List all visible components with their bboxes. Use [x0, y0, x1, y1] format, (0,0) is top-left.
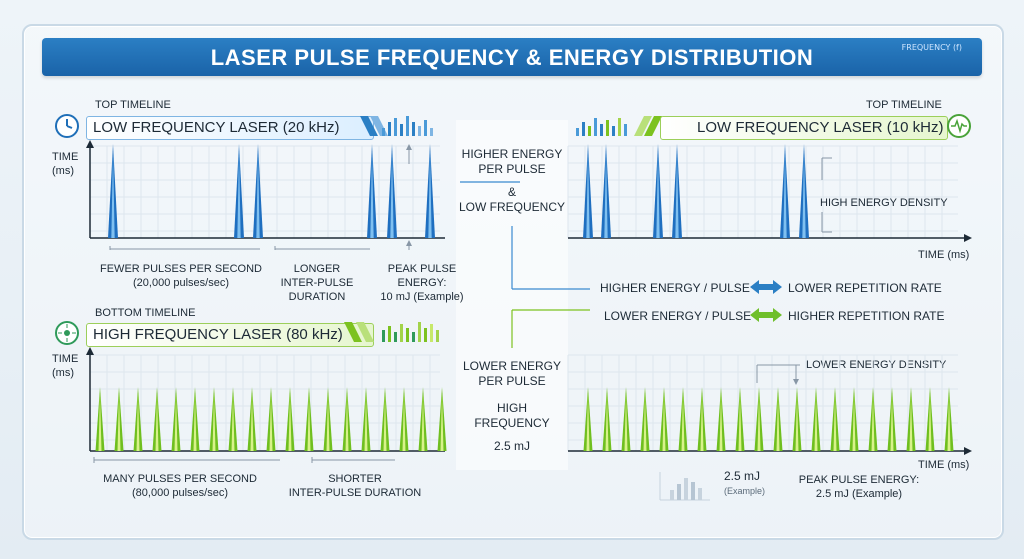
bottom-right-peak-annotation: PEAK PULSE ENERGY: 2.5 mJ (Example) — [798, 474, 920, 500]
top-left-banner: LOW FREQUENCY LASER (20 kHz) — [86, 116, 374, 140]
legend-higher-rate: HIGHER REPETITION RATE — [788, 309, 945, 323]
frequency-tag: FREQUENCY (f) — [901, 43, 962, 52]
legend-lower-energy: LOWER ENERGY / PULSE — [604, 309, 752, 323]
center-column — [456, 120, 568, 470]
top-right-signal-bars — [576, 116, 662, 136]
top-right-banner: LOW FREQUENCY LASER (10 kHz) — [660, 116, 948, 140]
top-right-density-label: HIGH ENERGY DENSITY — [820, 197, 948, 209]
mini-example: (Example) — [724, 486, 766, 496]
top-left-section-label: TOP TIMELINE — [95, 99, 171, 111]
top-left-signal-bars — [360, 116, 433, 136]
wave-icon — [946, 113, 972, 144]
top-left-y-label: TIME (ms) — [52, 151, 79, 177]
top-right-pulse-chart — [567, 144, 972, 242]
bottom-left-pulse-chart — [86, 347, 447, 463]
top-left-peak-annotation: PEAK PULSE ENERGY: 10 mJ (Example) — [380, 263, 464, 303]
bottom-left-y-label: TIME (ms) — [52, 353, 79, 379]
bottom-left-many-annotation: MANY PULSES PER SECOND (80,000 pulses/se… — [103, 473, 257, 499]
clock-icon — [54, 113, 80, 144]
legend-higher-energy: HIGHER ENERGY / PULSE — [600, 281, 750, 295]
center-top-text: HIGHER ENERGY PER PULSE & LOW FREQUENCY — [458, 147, 565, 214]
page-title: LASER PULSE FREQUENCY & ENERGY DISTRIBUT… — [210, 45, 814, 70]
top-left-longer-annotation: LONGER INTER-PULSE DURATION — [280, 263, 354, 303]
bottom-left-shorter-annotation: SHORTER INTER-PULSE DURATION — [288, 473, 422, 499]
legend-lower-rate: LOWER REPETITION RATE — [788, 281, 942, 295]
bottom-right-x-label: TIME (ms) — [918, 459, 970, 471]
connector-lines — [460, 181, 590, 348]
top-right-x-label: TIME (ms) — [918, 249, 970, 261]
bottom-right-density-label: LOWER ENERGY DENSITY — [806, 359, 947, 371]
mini-value: 2.5 mJ — [724, 469, 761, 483]
center-bottom-text: LOWER ENERGY PER PULSE HIGH FREQUENCY 2.… — [462, 359, 561, 453]
title-bar: LASER PULSE FREQUENCY & ENERGY DISTRIBUT… — [42, 38, 982, 76]
top-left-fewer-annotation: FEWER PULSES PER SECOND (20,000 pulses/s… — [100, 263, 262, 289]
bottom-right-pulse-chart — [567, 354, 972, 455]
bottom-left-banner: HIGH FREQUENCY LASER (80 kHz) — [86, 323, 374, 347]
top-right-section-label: TOP TIMELINE — [866, 99, 942, 111]
top-left-pulse-chart — [86, 140, 445, 250]
mini-bar-chart — [659, 472, 710, 501]
double-arrow-icon — [750, 279, 782, 300]
double-arrow-icon — [750, 307, 782, 328]
bottom-left-signal-bars — [344, 322, 439, 342]
bottom-left-section-label: BOTTOM TIMELINE — [95, 307, 196, 319]
laser-icon — [54, 320, 80, 351]
